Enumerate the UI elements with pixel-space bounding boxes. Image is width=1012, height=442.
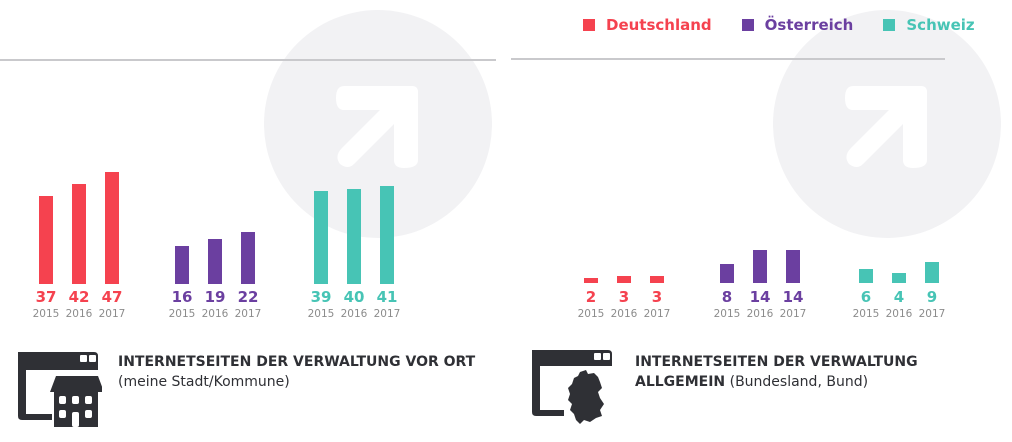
year-label: 2016 — [746, 308, 774, 320]
browser-window-townhall-icon — [18, 352, 102, 428]
divider-line-left — [0, 59, 496, 61]
year-label: 2015 — [852, 308, 880, 320]
bar-value-label: 42 — [68, 288, 90, 306]
bar-österreich-2016 — [753, 250, 767, 283]
legend-item-deutschland: Deutschland — [583, 16, 712, 34]
year-label: 2017 — [234, 308, 262, 320]
bar-value-label: 3 — [618, 288, 630, 306]
year-label: 2015 — [32, 308, 60, 320]
bar-value-label: 40 — [343, 288, 365, 306]
legend-swatch-schweiz — [883, 19, 896, 31]
legend-item-oesterreich: Österreich — [741, 16, 854, 34]
bar-deutschland-2016 — [617, 276, 631, 283]
year-label: 2015 — [713, 308, 741, 320]
year-label: 2016 — [201, 308, 229, 320]
bar-schweiz-2016 — [892, 273, 906, 283]
caption-title: INTERNETSEITEN DER VERWALTUNG VOR ORT — [118, 354, 476, 370]
year-label: 2017 — [373, 308, 401, 320]
caption-subtitle: (meine Stadt/Kommune) — [118, 374, 290, 390]
divider-line-right — [511, 58, 945, 60]
caption-local-administration: INTERNETSEITEN DER VERWALTUNG VOR ORT (m… — [118, 352, 475, 392]
caption-title-line1: INTERNETSEITEN DER VERWALTUNG — [635, 354, 918, 370]
year-label: 2017 — [98, 308, 126, 320]
bar-value-label: 37 — [35, 288, 57, 306]
caption-general-administration: INTERNETSEITEN DER VERWALTUNG ALLGEMEIN … — [635, 352, 918, 392]
bar-value-label: 2 — [585, 288, 597, 306]
trend-up-arrow-icon-right — [845, 86, 927, 168]
legend-label-oesterreich: Österreich — [764, 16, 854, 34]
bar-österreich-2017 — [241, 232, 255, 284]
year-label: 2016 — [610, 308, 638, 320]
bar-value-label: 39 — [310, 288, 332, 306]
bar-value-label: 47 — [101, 288, 123, 306]
bar-deutschland-2015 — [584, 278, 598, 283]
bar-österreich-2017 — [786, 250, 800, 283]
bar-österreich-2015 — [175, 246, 189, 284]
year-label: 2016 — [65, 308, 93, 320]
caption-title-line2: ALLGEMEIN — [635, 374, 726, 390]
legend-swatch-oesterreich — [741, 19, 754, 31]
bar-schweiz-2017 — [380, 186, 394, 284]
bar-value-label: 4 — [893, 288, 905, 306]
bar-schweiz-2017 — [925, 262, 939, 283]
bar-deutschland-2016 — [72, 184, 86, 284]
year-label: 2016 — [885, 308, 913, 320]
bar-deutschland-2017 — [105, 172, 119, 284]
bar-value-label: 6 — [860, 288, 872, 306]
bar-österreich-2015 — [720, 264, 734, 283]
year-label: 2016 — [340, 308, 368, 320]
legend: Deutschland Österreich Schweiz — [583, 16, 975, 34]
bar-value-label: 9 — [926, 288, 938, 306]
bar-deutschland-2017 — [650, 276, 664, 283]
bar-schweiz-2016 — [347, 189, 361, 284]
bar-value-label: 14 — [782, 288, 804, 306]
bar-value-label: 8 — [721, 288, 733, 306]
bar-schweiz-2015 — [314, 191, 328, 284]
legend-swatch-deutschland — [583, 19, 595, 31]
year-label: 2015 — [577, 308, 605, 320]
bar-value-label: 22 — [237, 288, 259, 306]
bar-österreich-2016 — [208, 239, 222, 284]
bar-value-label: 41 — [376, 288, 398, 306]
year-label: 2015 — [307, 308, 335, 320]
bar-value-label: 3 — [651, 288, 663, 306]
bar-value-label: 16 — [171, 288, 193, 306]
legend-label-schweiz: Schweiz — [906, 16, 975, 34]
year-label: 2017 — [779, 308, 807, 320]
year-label: 2017 — [643, 308, 671, 320]
bar-schweiz-2015 — [859, 269, 873, 283]
year-label: 2015 — [168, 308, 196, 320]
bar-value-label: 19 — [204, 288, 226, 306]
browser-window-germany-map-icon — [532, 350, 612, 424]
year-label: 2017 — [918, 308, 946, 320]
caption-subtitle: (Bundesland, Bund) — [729, 374, 869, 390]
legend-label-deutschland: Deutschland — [606, 16, 712, 34]
trend-up-arrow-icon-left — [336, 86, 418, 168]
bar-value-label: 14 — [749, 288, 771, 306]
bar-deutschland-2015 — [39, 196, 53, 284]
legend-item-schweiz: Schweiz — [883, 16, 975, 34]
